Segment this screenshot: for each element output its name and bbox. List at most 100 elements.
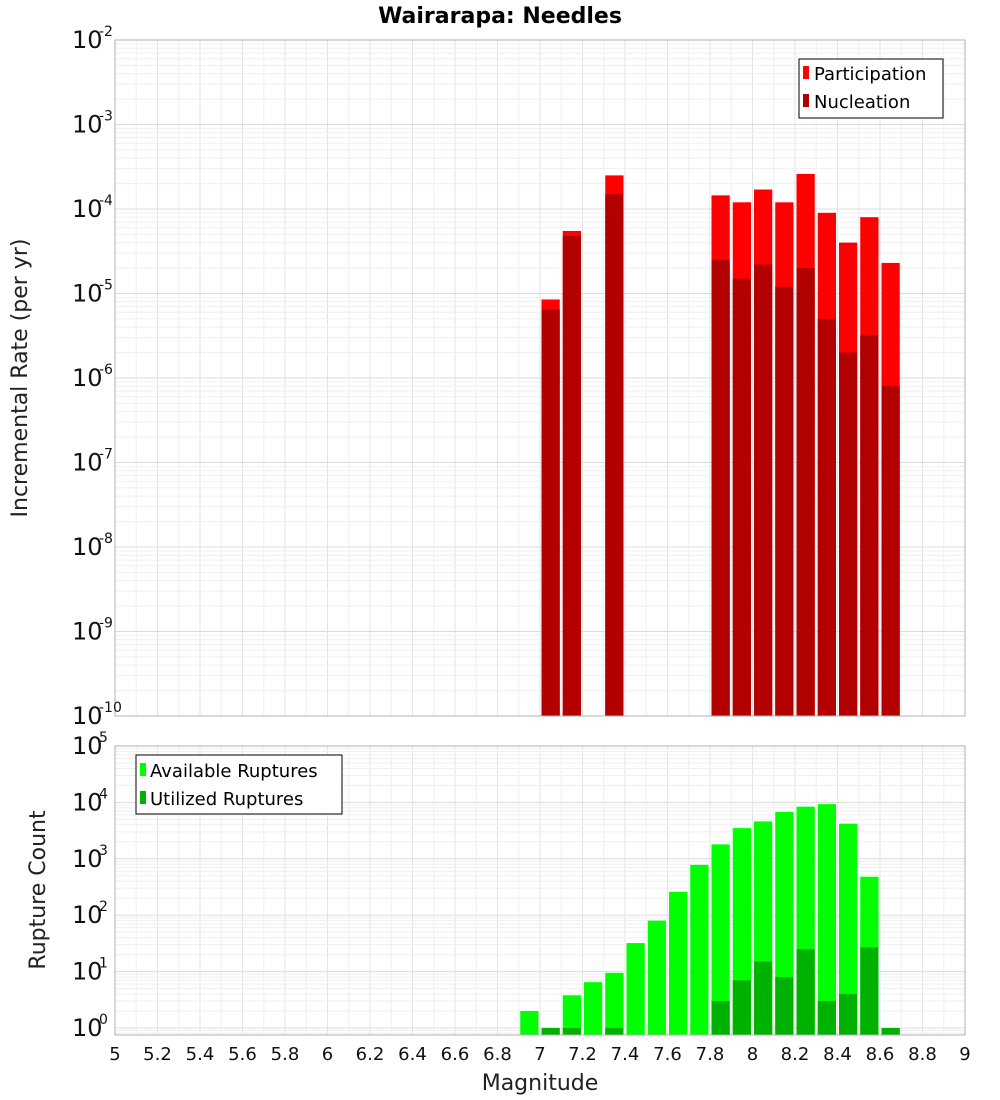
- nucleation-bar: [562, 235, 581, 716]
- rate-bars: [541, 173, 900, 717]
- nucleation-bar: [839, 352, 858, 716]
- rupture-y-tick-label: 10: [72, 901, 103, 929]
- x-tick-label: 5: [109, 1044, 120, 1065]
- rate-gridlines: [114, 39, 966, 717]
- rate-y-tick-label: 10: [72, 26, 103, 54]
- utilized-ruptures-bar: [711, 1001, 730, 1035]
- nucleation-bar: [796, 268, 815, 716]
- rate-plot-frame: [114, 39, 966, 717]
- nucleation-bar: [775, 286, 794, 716]
- x-tick-label: 6.6: [441, 1044, 470, 1065]
- rupture-y-tick-label: 10: [72, 1014, 103, 1042]
- available-ruptures-bar: [817, 804, 836, 1035]
- available-ruptures-bar: [584, 982, 603, 1035]
- x-tick-label: 5.6: [228, 1044, 257, 1065]
- x-tick-label: 7: [534, 1044, 545, 1065]
- rate-y-tick-label: 10: [72, 280, 103, 308]
- nucleation-bar: [881, 386, 900, 716]
- rate-y-tick-exponent: -3: [99, 109, 113, 125]
- rupture-y-tick-label: 10: [72, 845, 103, 873]
- rupture-y-tick-label: 10: [72, 958, 103, 986]
- x-tick-label: 8.8: [908, 1044, 937, 1065]
- rupture-legend-box: [135, 754, 343, 815]
- rate-legend-box: [798, 58, 944, 119]
- available-ruptures-bar: [562, 995, 581, 1035]
- nucleation-bar: [732, 278, 751, 716]
- rate-legend: Participation Nucleation: [798, 58, 944, 119]
- nucleation-legend-label: Nucleation: [814, 92, 910, 113]
- participation-legend-label: Participation: [814, 64, 926, 85]
- nucleation-bar: [605, 194, 624, 716]
- utilized-ruptures-bar: [860, 947, 879, 1035]
- utilized-ruptures-legend-label: Utilized Ruptures: [150, 789, 303, 810]
- rupture-legend: Available Ruptures Utilized Ruptures: [135, 754, 343, 815]
- x-tick-label: 9: [959, 1044, 970, 1065]
- utilized-ruptures-bar: [732, 980, 751, 1035]
- rate-y-tick-label: 10: [72, 364, 103, 392]
- nucleation-bar: [860, 335, 879, 716]
- rate-y-tick-label: 10: [72, 618, 103, 646]
- x-tick-label: 5.8: [271, 1044, 300, 1065]
- nucleation-legend-swatch: [803, 94, 809, 107]
- chart-title: Wairarapa: Needles: [378, 4, 622, 29]
- rate-y-tick-label: 10: [72, 449, 103, 477]
- rate-y-tick-exponent: -9: [99, 616, 113, 632]
- x-tick-label: 5.2: [143, 1044, 172, 1065]
- utilized-ruptures-legend-swatch: [140, 791, 146, 804]
- available-ruptures-bar: [669, 891, 688, 1035]
- rate-y-tick-exponent: -2: [99, 24, 113, 40]
- rupture-y-axis-label: Rupture Count: [26, 810, 51, 970]
- rupture-y-tick-label: 10: [72, 788, 103, 816]
- utilized-ruptures-bar: [562, 1027, 581, 1035]
- rate-y-tick-label: 10: [72, 195, 103, 223]
- rupture-y-tick-exponent: 3: [99, 843, 108, 859]
- utilized-ruptures-bar: [881, 1027, 900, 1035]
- rupture-plot-frame: [114, 745, 966, 1036]
- available-ruptures-bar: [647, 920, 666, 1035]
- rupture-y-tick-exponent: 5: [99, 730, 108, 746]
- x-tick-label: 6.2: [356, 1044, 385, 1065]
- available-ruptures-legend-label: Available Ruptures: [150, 761, 318, 782]
- x-tick-label: 6: [322, 1044, 333, 1065]
- available-ruptures-bar: [711, 844, 730, 1035]
- rate-y-tick-exponent: -8: [99, 531, 113, 547]
- rate-y-tick-label: 10: [72, 702, 103, 730]
- available-ruptures-bar: [839, 823, 858, 1035]
- x-tick-label: 6.8: [483, 1044, 512, 1065]
- x-axis-label: Magnitude: [482, 1071, 599, 1096]
- available-ruptures-bar: [520, 1010, 539, 1035]
- nucleation-bar: [817, 318, 836, 716]
- rate-y-axis-label: Incremental Rate (per yr): [8, 239, 33, 518]
- available-ruptures-bar: [690, 864, 709, 1035]
- x-tick-label: 8.6: [866, 1044, 895, 1065]
- x-tick-label: 7.2: [568, 1044, 597, 1065]
- rupture-y-tick-exponent: 4: [99, 786, 108, 802]
- nucleation-bar: [541, 309, 560, 716]
- utilized-ruptures-bar: [817, 1001, 836, 1035]
- rupture-bars: [520, 804, 900, 1035]
- rate-y-tick-label: 10: [72, 533, 103, 561]
- utilized-ruptures-bar: [775, 977, 794, 1035]
- rate-y-tick-exponent: -6: [99, 362, 113, 378]
- rate-y-tick-exponent: -7: [99, 447, 113, 463]
- x-tick-label: 8: [747, 1044, 758, 1065]
- nucleation-bar: [754, 264, 773, 716]
- rate-y-tick-label: 10: [72, 111, 103, 139]
- utilized-ruptures-bar: [605, 1027, 624, 1035]
- rupture-y-tick-exponent: 2: [99, 899, 108, 915]
- utilized-ruptures-bar: [754, 961, 773, 1035]
- rate-y-tick-exponent: -5: [99, 278, 113, 294]
- x-tick-label: 6.4: [398, 1044, 427, 1065]
- rate-y-tick-exponent: -4: [99, 193, 113, 209]
- utilized-ruptures-bar: [796, 949, 815, 1035]
- available-ruptures-legend-swatch: [140, 763, 146, 776]
- rupture-y-tick-exponent: 1: [99, 956, 108, 972]
- nucleation-bar: [711, 259, 730, 716]
- available-ruptures-bar: [626, 943, 645, 1035]
- rupture-y-tick-exponent: 0: [99, 1012, 108, 1028]
